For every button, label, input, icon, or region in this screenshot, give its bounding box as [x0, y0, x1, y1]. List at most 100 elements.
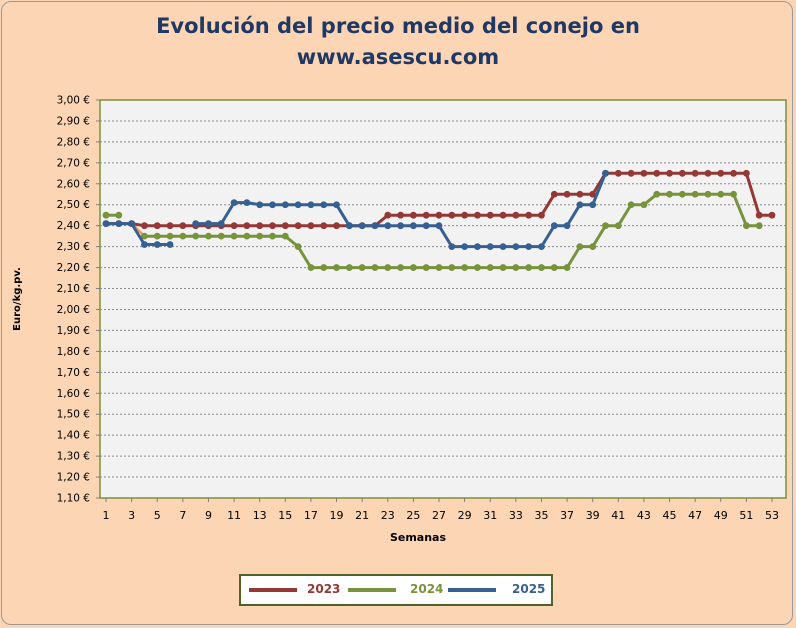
data-point-2023: [422, 211, 430, 219]
x-tick-label: 43: [637, 509, 651, 522]
data-point-2025: [269, 201, 276, 209]
data-point-2025: [525, 243, 533, 251]
data-point-2024: [499, 264, 507, 271]
data-point-2023: [320, 222, 328, 230]
y-axis-title: Euro/kg.pv.: [12, 267, 23, 331]
data-point-2025: [461, 243, 469, 251]
data-point-2023: [525, 211, 533, 219]
data-point-2025: [217, 220, 225, 227]
data-point-2023: [294, 222, 302, 230]
data-point-2025: [576, 201, 584, 209]
y-tick-label: 1,90 €: [57, 325, 90, 337]
data-point-2023: [550, 190, 558, 198]
y-tick-label: 2,90 €: [57, 115, 90, 127]
data-point-2024: [640, 201, 648, 209]
plot-area: [99, 99, 787, 499]
data-point-2024: [166, 232, 174, 240]
x-tick-label: 7: [179, 509, 186, 522]
x-tick-label: 9: [205, 509, 212, 522]
data-point-2025: [486, 243, 494, 251]
data-point-2025: [115, 220, 123, 227]
data-point-2025: [205, 220, 212, 227]
data-point-2023: [678, 169, 686, 177]
data-point-2023: [474, 211, 481, 219]
data-point-2024: [294, 243, 302, 251]
data-point-2024: [358, 264, 366, 271]
data-point-2025: [474, 243, 481, 251]
x-tick-label: 21: [355, 509, 369, 522]
data-point-2024: [691, 190, 699, 198]
data-point-2023: [768, 211, 776, 219]
y-tick-label: 1,40 €: [57, 430, 90, 442]
data-point-2024: [307, 264, 315, 271]
data-point-2023: [627, 169, 635, 177]
data-point-2024: [448, 264, 456, 271]
data-point-2024: [666, 190, 673, 198]
data-point-2025: [422, 222, 430, 230]
data-point-2023: [499, 211, 507, 219]
data-point-2025: [358, 222, 366, 230]
data-point-2023: [755, 211, 763, 219]
data-point-2024: [102, 211, 110, 219]
y-tick-label: 2,10 €: [57, 283, 90, 295]
data-point-2024: [384, 264, 392, 271]
data-point-2023: [409, 211, 417, 219]
data-point-2023: [435, 211, 443, 219]
data-point-2024: [409, 264, 417, 271]
data-point-2024: [205, 232, 212, 240]
data-point-2025: [333, 201, 340, 209]
data-point-2025: [192, 220, 200, 227]
y-tick-label: 1,30 €: [57, 451, 90, 463]
data-point-2024: [563, 264, 571, 271]
x-tick-label: 49: [714, 509, 728, 522]
legend-swatch-2025: [448, 588, 496, 592]
data-point-2025: [384, 222, 392, 230]
x-tick-label: 35: [534, 509, 548, 522]
x-tick-label: 25: [406, 509, 420, 522]
data-point-2024: [192, 232, 200, 240]
data-point-2023: [333, 222, 340, 230]
x-tick-label: 53: [765, 509, 779, 522]
data-point-2024: [422, 264, 430, 271]
data-point-2025: [563, 222, 571, 230]
data-point-2025: [602, 169, 609, 177]
y-tick-label: 1,50 €: [57, 409, 90, 421]
data-point-2025: [435, 222, 443, 230]
data-point-2024: [141, 232, 148, 240]
data-point-2023: [153, 222, 161, 230]
data-point-2023: [384, 211, 392, 219]
data-point-2023: [243, 222, 251, 230]
legend-swatch-2023: [249, 588, 297, 592]
data-point-2025: [128, 220, 136, 227]
data-point-2024: [627, 201, 635, 209]
data-point-2023: [666, 169, 673, 177]
data-point-2025: [409, 222, 417, 230]
data-point-2024: [717, 190, 725, 198]
data-point-2024: [243, 232, 251, 240]
y-tick-label: 2,50 €: [57, 199, 90, 211]
x-tick-label: 3: [128, 509, 135, 522]
y-tick-label: 2,70 €: [57, 157, 90, 169]
data-point-2023: [563, 190, 571, 198]
data-point-2023: [486, 211, 494, 219]
x-tick-label: 11: [227, 509, 241, 522]
x-tick-label: 41: [611, 509, 625, 522]
data-point-2023: [730, 169, 737, 177]
data-point-2024: [550, 264, 558, 271]
y-tick-label: 2,30 €: [57, 241, 90, 253]
data-point-2025: [294, 201, 302, 209]
x-tick-label: 17: [304, 509, 318, 522]
x-tick-label: 5: [154, 509, 161, 522]
y-tick-label: 1,10 €: [57, 493, 90, 505]
data-point-2023: [461, 211, 469, 219]
data-point-2023: [640, 169, 648, 177]
data-point-2024: [486, 264, 494, 271]
data-point-2024: [371, 264, 379, 271]
y-tick-label: 1,60 €: [57, 388, 90, 400]
x-tick-label: 27: [432, 509, 446, 522]
data-point-2024: [525, 264, 533, 271]
data-point-2024: [461, 264, 469, 271]
data-point-2023: [166, 222, 174, 230]
data-point-2024: [230, 232, 238, 240]
data-point-2023: [717, 169, 725, 177]
